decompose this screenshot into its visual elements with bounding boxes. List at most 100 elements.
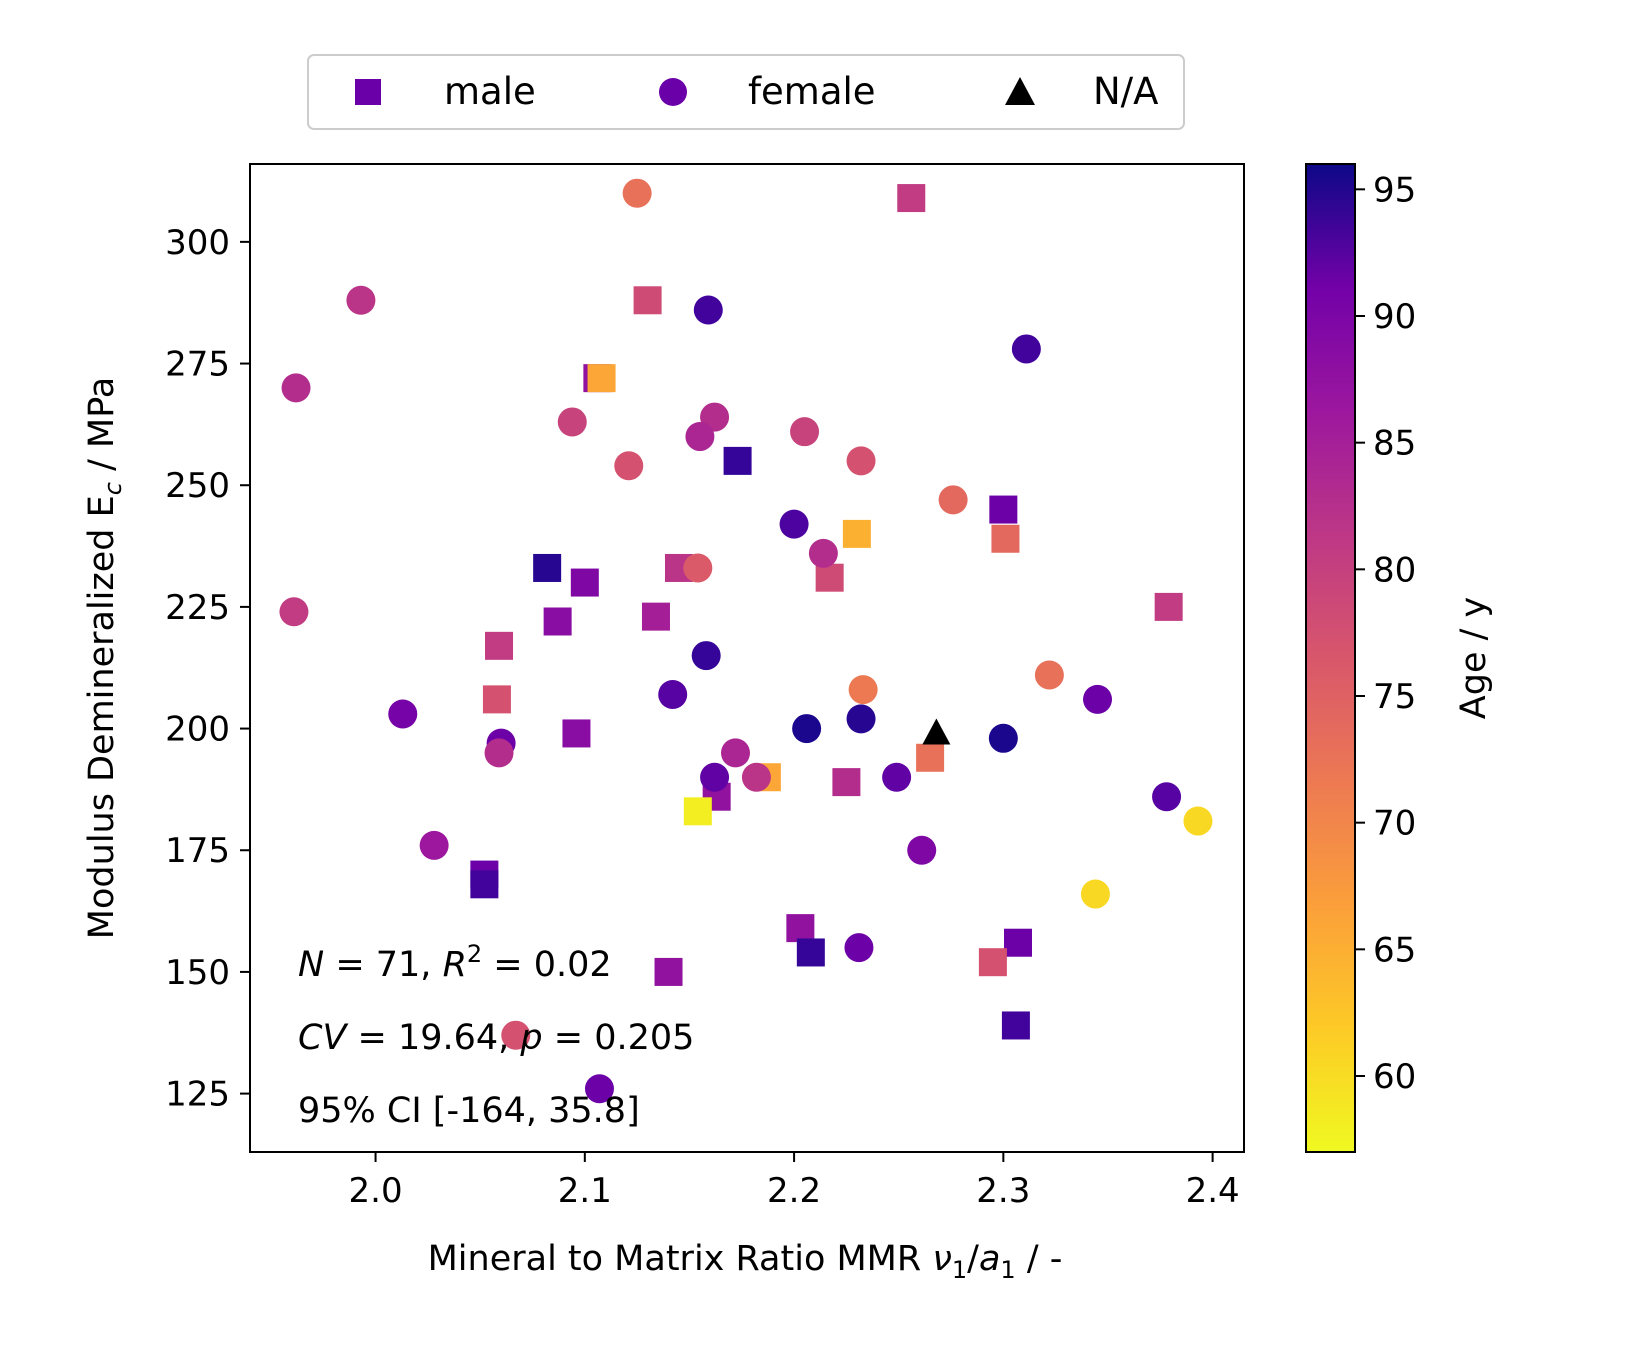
point-female	[683, 553, 713, 583]
data-points	[279, 178, 1213, 1104]
point-female	[501, 1020, 531, 1050]
point-male	[916, 743, 945, 772]
colorbar-tick-label: 95	[1373, 170, 1416, 210]
point-na	[922, 718, 951, 745]
point-male	[543, 607, 572, 636]
point-male	[470, 870, 499, 899]
point-female	[882, 762, 912, 792]
legend-box	[307, 54, 1185, 130]
point-male	[485, 631, 514, 660]
legend-label-na: N/A	[1093, 70, 1158, 113]
point-female	[844, 933, 874, 963]
x-tick-label: 2.4	[1186, 1171, 1240, 1211]
point-female	[1152, 782, 1182, 812]
plot-area: 2.0 2.1 2.2 2.3 2.4 125 150 175 200 225 250 275 300	[165, 163, 1245, 1211]
annotation-line-3: 95% CI [-164, 35.8]	[298, 1091, 640, 1131]
legend-marker-male	[355, 79, 381, 105]
point-male	[989, 495, 1018, 524]
point-female	[658, 680, 688, 710]
point-female	[279, 597, 309, 627]
point-female	[1083, 684, 1113, 714]
point-male	[1154, 592, 1183, 621]
point-male	[533, 553, 562, 582]
point-female	[346, 285, 376, 315]
legend-marker-female	[659, 78, 687, 106]
point-male	[991, 524, 1020, 553]
legend: male female N/A	[307, 54, 1185, 130]
y-tick-label: 275	[165, 345, 230, 385]
point-male	[796, 938, 825, 967]
point-male	[482, 685, 511, 714]
colorbar-tick-label: 85	[1373, 424, 1416, 464]
point-female	[907, 835, 937, 865]
point-male	[723, 446, 752, 475]
point-female	[1034, 660, 1064, 690]
point-male	[832, 768, 861, 797]
point-female	[419, 830, 449, 860]
point-male	[570, 568, 599, 597]
point-female	[584, 1074, 614, 1104]
point-female	[988, 723, 1018, 753]
point-female	[388, 699, 418, 729]
annotation-line-1: N = 71, R2 = 0.02	[298, 940, 612, 985]
y-axis-ticks: 125 150 175 200 225 250 275 300	[165, 223, 250, 1115]
point-male	[654, 957, 683, 986]
point-female	[938, 485, 968, 515]
point-male	[641, 602, 670, 631]
plot-frame	[249, 163, 1245, 1153]
y-tick-label: 175	[165, 831, 230, 871]
point-male	[978, 948, 1007, 977]
point-female	[790, 417, 820, 447]
point-female	[848, 675, 878, 705]
annotation-line-2: CV = 19.64, p = 0.205	[298, 1018, 694, 1058]
point-male	[683, 797, 712, 826]
point-male	[562, 719, 591, 748]
point-male	[1003, 928, 1032, 957]
point-male	[842, 519, 871, 548]
point-female	[281, 373, 311, 403]
point-female	[622, 178, 652, 208]
colorbar-tick-label: 75	[1373, 677, 1416, 717]
point-male	[786, 914, 815, 943]
colorbar-gradient	[1305, 163, 1356, 1153]
colorbar-tick-label: 80	[1373, 550, 1416, 590]
point-female	[720, 738, 750, 768]
x-axis-label: Mineral to Matrix Ratio MMR ν1/a1 / -	[428, 1239, 1063, 1284]
y-tick-label: 200	[165, 710, 230, 750]
colorbar-label: Age / y	[1454, 597, 1494, 719]
point-female	[685, 422, 715, 452]
y-tick-label: 300	[165, 223, 230, 263]
point-male	[587, 364, 616, 393]
x-tick-label: 2.2	[767, 1171, 821, 1211]
colorbar-tick-label: 90	[1373, 297, 1416, 337]
x-axis-ticks: 2.0 2.1 2.2 2.3 2.4	[349, 1152, 1240, 1211]
point-female	[614, 451, 644, 481]
x-tick-label: 2.1	[558, 1171, 612, 1211]
point-male	[633, 286, 662, 315]
x-tick-label: 2.3	[976, 1171, 1030, 1211]
point-male	[815, 563, 844, 592]
y-tick-label: 125	[165, 1075, 230, 1115]
point-female	[1011, 334, 1041, 364]
point-female	[557, 407, 587, 437]
y-tick-label: 150	[165, 953, 230, 993]
y-tick-label: 225	[165, 588, 230, 628]
legend-label-female: female	[748, 70, 876, 113]
point-female	[484, 738, 514, 768]
point-female	[691, 641, 721, 671]
point-female	[779, 509, 809, 539]
colorbar: 60 65 70 75 80 85 90 95 Age / y	[1305, 163, 1494, 1153]
colorbar-ticks: 60 65 70 75 80 85 90 95	[1355, 170, 1416, 1097]
point-female	[700, 762, 730, 792]
point-female	[846, 704, 876, 734]
x-tick-label: 2.0	[349, 1171, 403, 1211]
y-axis-label: Modulus Demineralized Ec / MPa	[82, 377, 127, 939]
colorbar-tick-label: 70	[1373, 804, 1416, 844]
point-female	[741, 762, 771, 792]
point-female	[1183, 806, 1213, 836]
point-male	[1001, 1011, 1030, 1040]
colorbar-tick-label: 60	[1373, 1057, 1416, 1097]
colorbar-tick-label: 65	[1373, 930, 1416, 970]
y-tick-label: 250	[165, 466, 230, 506]
